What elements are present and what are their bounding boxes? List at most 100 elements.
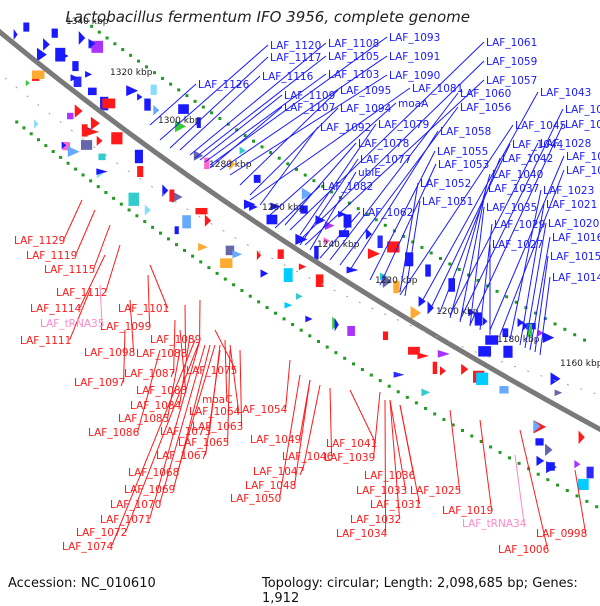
gene-label-forward[interactable]: LAF_1014 [552, 272, 600, 284]
gene-label-reverse[interactable]: LAF_1098 [84, 347, 135, 359]
gene-label-forward[interactable]: LAF_1116 [262, 71, 314, 83]
gene-label-forward[interactable]: LAF_1016 [552, 232, 600, 244]
gene-label-forward[interactable]: LAF_1027 [492, 239, 543, 251]
gene-label-reverse[interactable]: LAF_1031 [370, 499, 421, 511]
gene-label-forward[interactable]: LAF_1021 [546, 199, 597, 211]
gene-label-reverse[interactable]: LAF_1129 [14, 235, 65, 247]
gene-label-forward[interactable]: LAF_1055 [437, 146, 488, 158]
gene-label-forward[interactable]: LAF_1081 [412, 83, 463, 95]
gene-label-rna[interactable]: LAF_tRNA34 [462, 518, 527, 530]
gene-label-reverse[interactable]: LAF_1111 [20, 335, 71, 347]
gene-label-reverse[interactable]: LAF_1041 [326, 438, 377, 450]
gene-label-reverse[interactable]: LAF_1115 [44, 264, 95, 276]
gene-label-forward[interactable]: LAF_1082 [322, 181, 373, 193]
gene-label-reverse[interactable]: LAF_1114 [30, 303, 82, 315]
gene-label-forward[interactable]: LAF_1037 [488, 183, 539, 195]
gene-label-reverse[interactable]: LAF_1089 [150, 334, 201, 346]
gene-label-forward[interactable]: LAF_1061 [486, 37, 537, 49]
gene-label-forward[interactable]: LAF_1108 [328, 38, 379, 50]
gene-label-reverse[interactable]: LAF_1097 [74, 377, 125, 389]
gene-label-forward[interactable]: LAF_1105 [328, 51, 379, 63]
gene-label-reverse[interactable]: LAF_1054 [236, 404, 288, 416]
gene-label-reverse[interactable]: LAF_1068 [128, 467, 179, 479]
gene-label-reverse[interactable]: LAF_1049 [250, 434, 301, 446]
gene-label-reverse[interactable]: moaC [202, 394, 232, 406]
gene-label-reverse[interactable]: LAF_1119 [26, 250, 77, 262]
gene-label-forward[interactable]: LAF_1059 [486, 56, 537, 68]
gene-label-forward[interactable]: LAF_1045 [515, 120, 566, 132]
gene-label-reverse[interactable]: LAF_1032 [350, 514, 401, 526]
gene-label-reverse[interactable]: LAF_1070 [110, 499, 161, 511]
gene-label-forward[interactable]: LAF_1044 [512, 139, 564, 151]
gene-label-reverse[interactable]: LAF_1036 [364, 470, 416, 482]
gene-label-forward[interactable]: LAF_1060 [460, 88, 511, 100]
gene-label-reverse[interactable]: LAF_1039 [324, 452, 375, 464]
gene-label-reverse[interactable]: LAF_1085 [118, 413, 169, 425]
gene-label-reverse[interactable]: LAF_1074 [62, 541, 114, 553]
gene-label-forward[interactable]: LAF_1042 [502, 153, 553, 165]
gene-label-forward[interactable]: LAF_1020 [548, 218, 599, 230]
gene-label-forward[interactable]: LAF_1093 [389, 32, 440, 44]
gene-label-rna[interactable]: LAF_tRNA35 [40, 318, 104, 330]
gene-label-forward[interactable]: LAF_1077 [360, 154, 411, 166]
gene-label-forward[interactable]: LAF_1126 [198, 79, 250, 91]
gene-label-forward[interactable]: LAF_1053 [438, 159, 489, 171]
gene-label-reverse[interactable]: LAF_1050 [230, 493, 281, 505]
gene-label-reverse[interactable]: LAF_1086 [88, 427, 140, 439]
gene-label-forward[interactable]: LAF_1051 [422, 196, 473, 208]
gene-label-forward[interactable]: ubiE [358, 167, 381, 179]
gene-label-reverse[interactable]: LAF_1087 [124, 368, 175, 380]
gene-label-forward[interactable]: LAF_1079 [378, 119, 429, 131]
gene-label-forward[interactable]: LAF_1023 [543, 185, 594, 197]
gene-label-forward[interactable]: LAF_1092 [320, 122, 371, 134]
gene-label-forward[interactable]: LAF_1109 [284, 90, 335, 102]
gene-label-forward[interactable]: LAF_1078 [358, 138, 409, 150]
gene-label-forward[interactable]: LAF_1035 [486, 202, 537, 214]
gene-label-reverse[interactable]: LAF_1088 [136, 348, 187, 360]
gene-label-reverse[interactable]: LAF_1099 [100, 321, 151, 333]
gene-label-reverse[interactable]: LAF_1064 [189, 406, 241, 418]
gene-label-forward[interactable]: LAF_1103 [328, 69, 379, 81]
gene-label-forward[interactable]: LAF_1107 [284, 102, 335, 114]
gene-label-forward[interactable]: LAF_1094 [340, 103, 392, 115]
gene-label-forward[interactable]: LAF_1090 [389, 70, 440, 82]
gene-label-forward[interactable]: LAF_1091 [389, 51, 440, 63]
gene-label-reverse[interactable]: LAF_1101 [118, 303, 169, 315]
gene-label-reverse[interactable]: LAF_1072 [76, 527, 127, 539]
gene-label-reverse[interactable]: LAF_1112 [56, 287, 107, 299]
gene-label-reverse[interactable]: LAF_1075 [186, 365, 237, 377]
gene-label-reverse[interactable]: LAF_1063 [192, 421, 243, 433]
gene-label-reverse[interactable]: LAF_1025 [410, 485, 461, 497]
gene-label-forward[interactable]: LAF_1026 [566, 151, 600, 163]
gene-label-reverse[interactable]: LAF_1033 [356, 485, 407, 497]
gene-label-reverse[interactable]: LAF_0998 [536, 528, 587, 540]
gene-label-reverse[interactable]: LAF_1069 [124, 484, 175, 496]
gene-label-reverse[interactable]: LAF_1084 [130, 400, 182, 412]
gene-label-forward[interactable]: LAF_1029 [494, 219, 545, 231]
gene-label-forward[interactable]: LAF_1120 [270, 40, 321, 52]
gene-block [81, 140, 92, 150]
gene-label-reverse[interactable]: LAF_1019 [442, 505, 493, 517]
gene-label-forward[interactable]: LAF_1095 [340, 85, 391, 97]
gene-label-forward[interactable]: LAF_1056 [460, 102, 512, 114]
gene-label-forward[interactable]: LAF_1117 [270, 52, 321, 64]
gene-label-forward[interactable]: LAF_1024 [566, 165, 600, 177]
gene-label-reverse[interactable]: LAF_1071 [100, 514, 151, 526]
gene-label-reverse[interactable]: LAF_1048 [245, 480, 296, 492]
gene-label-reverse[interactable]: LAF_1065 [178, 437, 229, 449]
gene-label-reverse[interactable]: LAF_1047 [253, 466, 304, 478]
gene-label-reverse[interactable]: LAF_1034 [336, 528, 388, 540]
gene-label-forward[interactable]: LAF_1038 [565, 104, 600, 116]
gene-label-reverse[interactable]: LAF_1067 [156, 450, 207, 462]
gene-label-forward[interactable]: LAF_1040 [492, 169, 543, 181]
gene-label-forward[interactable]: LAF_1057 [486, 75, 537, 87]
gene-label-forward[interactable]: LAF_1030 [565, 119, 600, 131]
gene-label-forward[interactable]: LAF_1052 [420, 178, 471, 190]
gene-label-reverse[interactable]: LAF_1006 [498, 544, 550, 556]
gene-label-forward[interactable]: LAF_1015 [550, 251, 600, 263]
gene-label-forward[interactable]: LAF_1043 [540, 87, 591, 99]
gene-label-forward[interactable]: moaA [398, 98, 429, 110]
gene-label-reverse[interactable]: LAF_1083 [136, 385, 187, 397]
gene-label-forward[interactable]: LAF_1058 [440, 126, 491, 138]
gene-label-forward[interactable]: LAF_1062 [362, 207, 413, 219]
